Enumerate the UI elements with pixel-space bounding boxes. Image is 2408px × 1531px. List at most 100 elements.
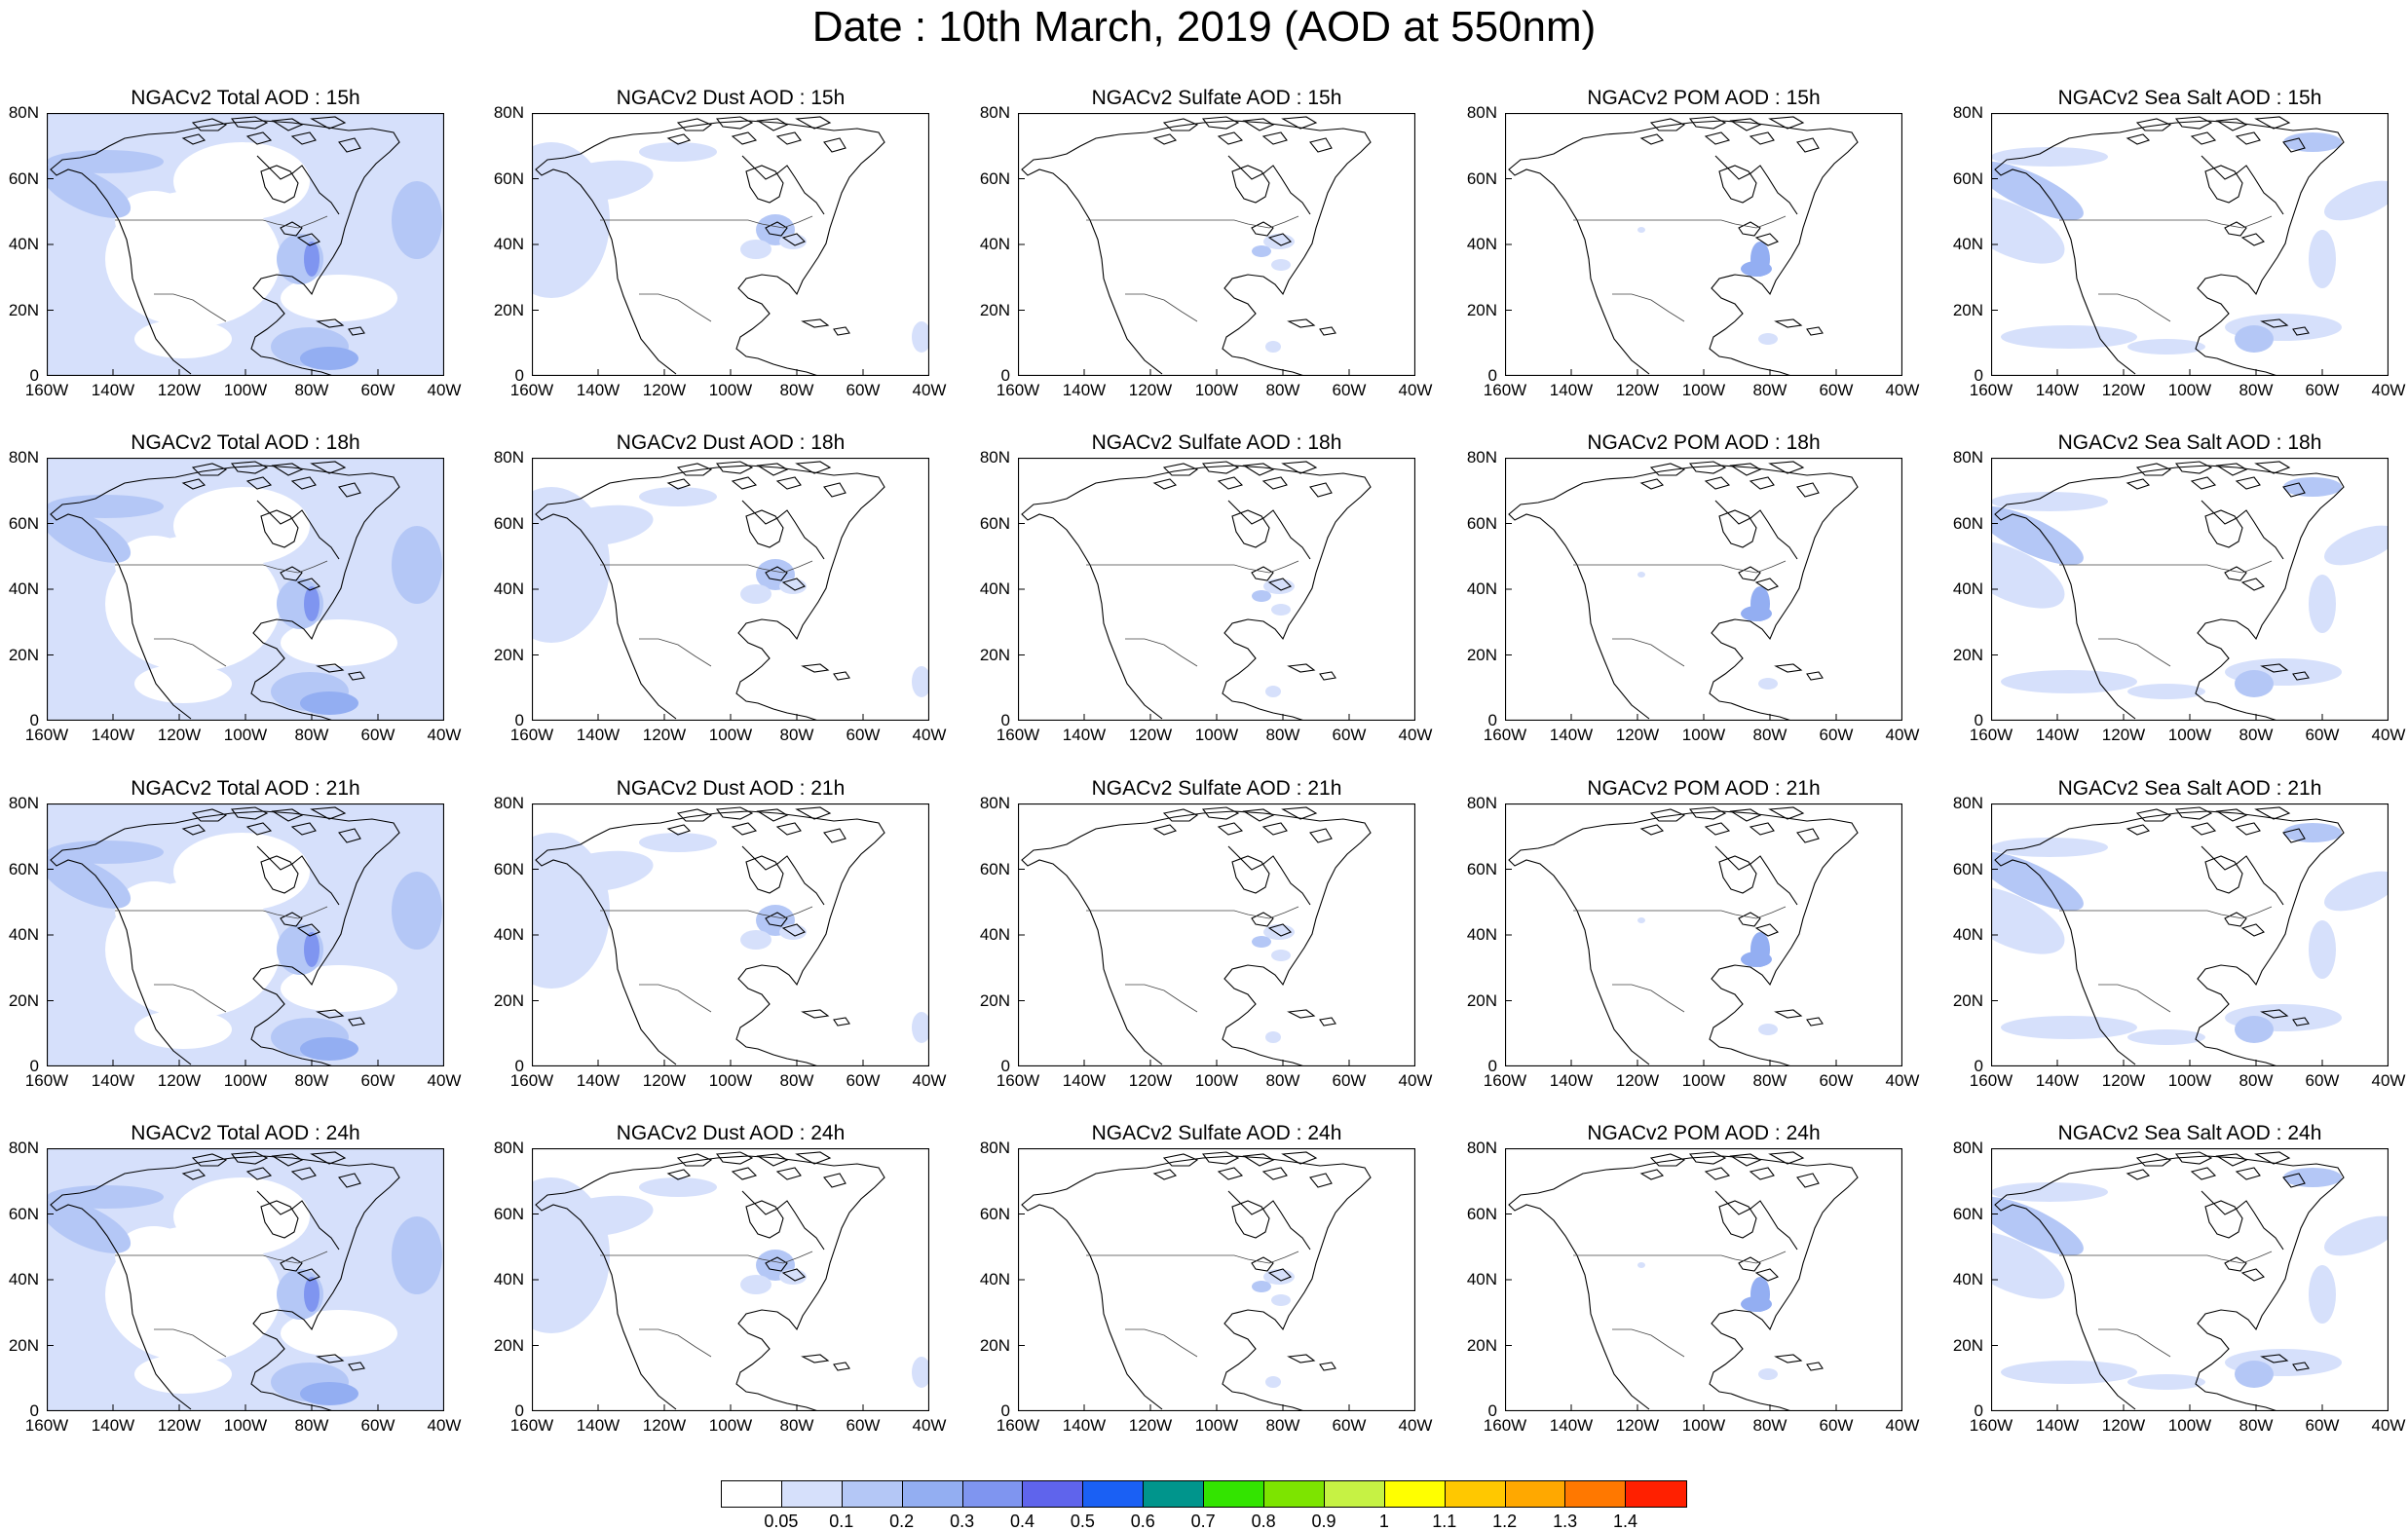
- aod-shading: [1991, 886, 2065, 954]
- coastline: [1508, 1155, 1859, 1411]
- coastline: [745, 509, 784, 548]
- coastline: [1251, 912, 1292, 937]
- lat-label: 60N: [8, 1204, 39, 1223]
- aod-shading: [639, 833, 717, 852]
- country-border: [2059, 906, 2273, 919]
- aod-shading: [912, 1357, 929, 1388]
- island-outline: [271, 808, 304, 822]
- colorbar-swatch: [1565, 1481, 1627, 1507]
- lat-label: 60N: [8, 859, 39, 878]
- island-outline: [1774, 1009, 1803, 1019]
- map-panel-dust-1: NGACv2 Dust AOD : 18h 80N 60N 40N 20N 0 160W 14…: [485, 430, 947, 762]
- coastline: [1508, 810, 1859, 1066]
- lat-label: 0: [1000, 1401, 1010, 1420]
- colorbar-swatch: [1083, 1481, 1145, 1507]
- coastline: [1227, 500, 1311, 560]
- island-outline: [666, 824, 692, 836]
- map-frame: [532, 113, 929, 376]
- lon-label: 120W: [157, 381, 202, 399]
- island-outline: [2135, 463, 2172, 476]
- lat-label: 20N: [979, 645, 1010, 664]
- island-outline: [310, 1151, 347, 1165]
- lon-label: 60W: [846, 1071, 881, 1090]
- aod-shading: [304, 242, 320, 277]
- country-border: [115, 215, 328, 229]
- lon-label: 60W: [360, 726, 395, 744]
- lon-label: 60W: [360, 1416, 395, 1435]
- lon-label: 140W: [1062, 726, 1107, 744]
- lon-label: 140W: [2035, 381, 2080, 399]
- lon-label: 140W: [576, 1416, 621, 1435]
- island-outline: [666, 478, 692, 490]
- lat-label: 40N: [8, 579, 39, 598]
- island-outline: [1201, 806, 1240, 820]
- panel-title: NGACv2 Sea Salt AOD : 18h: [2057, 431, 2322, 454]
- colorbar-swatch: [1626, 1481, 1687, 1507]
- island-outline: [1796, 137, 1820, 153]
- lon-label: 140W: [2035, 1071, 2080, 1090]
- lon-label: 40W: [2371, 381, 2406, 399]
- lon-label: 100W: [2167, 1416, 2212, 1435]
- map-frame: [1018, 1148, 1415, 1411]
- coastline: [2201, 845, 2284, 906]
- aod-shading: [2283, 477, 2342, 497]
- lat-label: 80N: [8, 1139, 39, 1157]
- country-border: [1573, 215, 1787, 229]
- island-outline: [2235, 822, 2261, 836]
- island-outline: [2174, 806, 2213, 820]
- colorbar-label: 1.4: [1612, 1512, 1638, 1531]
- aod-shading: [912, 1012, 929, 1043]
- lon-label: 120W: [2101, 381, 2146, 399]
- coastline: [1714, 500, 1798, 560]
- page-title: Date : 10th March, 2019 (AOD at 550nm): [811, 3, 1597, 51]
- lon-label: 120W: [1128, 726, 1173, 744]
- island-outline: [271, 463, 304, 476]
- lon-label: 60W: [2305, 1416, 2340, 1435]
- lon-label: 100W: [1194, 381, 1239, 399]
- island-outline: [823, 1173, 847, 1188]
- lon-label: 40W: [1398, 726, 1433, 744]
- lon-label: 40W: [427, 1071, 462, 1090]
- aod-shading: [1637, 227, 1645, 233]
- country-border: [2098, 638, 2171, 667]
- island-outline: [191, 118, 228, 131]
- lon-label: 140W: [1549, 381, 1594, 399]
- lon-label: 40W: [1885, 726, 1920, 744]
- island-outline: [338, 1173, 361, 1188]
- lon-label: 120W: [642, 726, 687, 744]
- aod-shading: [779, 579, 807, 594]
- island-outline: [1688, 116, 1727, 130]
- lat-label: 60N: [1952, 859, 1983, 878]
- aod-shading: [281, 275, 397, 321]
- aod-shading: [546, 1195, 654, 1238]
- coastline: [1714, 845, 1798, 906]
- island-outline: [348, 326, 365, 336]
- lon-label: 160W: [1969, 381, 2013, 399]
- island-outline: [1309, 1173, 1333, 1188]
- lat-label: 0: [1974, 366, 1983, 385]
- island-outline: [290, 476, 317, 490]
- lat-label: 0: [29, 1401, 39, 1420]
- country-border: [154, 984, 227, 1013]
- island-outline: [1768, 1151, 1805, 1165]
- island-outline: [1774, 663, 1803, 673]
- aod-shading: [1271, 950, 1291, 961]
- lat-label: 80N: [1952, 1139, 1983, 1157]
- lon-label: 60W: [1819, 726, 1854, 744]
- island-outline: [2174, 116, 2213, 130]
- island-outline: [290, 1167, 317, 1180]
- island-outline: [1796, 482, 1820, 498]
- island-outline: [795, 1151, 832, 1165]
- aod-shading: [1637, 1262, 1645, 1268]
- panel-title: NGACv2 Total AOD : 21h: [131, 777, 360, 800]
- aod-shading: [740, 584, 771, 604]
- lat-label: 60N: [493, 513, 524, 533]
- map-panel-pom-1: NGACv2 POM AOD : 18h 80N 60N 40N 20N 0 160W 140…: [1458, 430, 1920, 762]
- lat-label: 80N: [979, 448, 1010, 467]
- aod-shading: [300, 1382, 358, 1405]
- map-frame: [1505, 803, 1902, 1066]
- country-border: [1612, 984, 1685, 1013]
- country-border: [1573, 906, 1787, 919]
- island-outline: [316, 1009, 345, 1019]
- colorbar-label: 0.5: [1070, 1512, 1095, 1531]
